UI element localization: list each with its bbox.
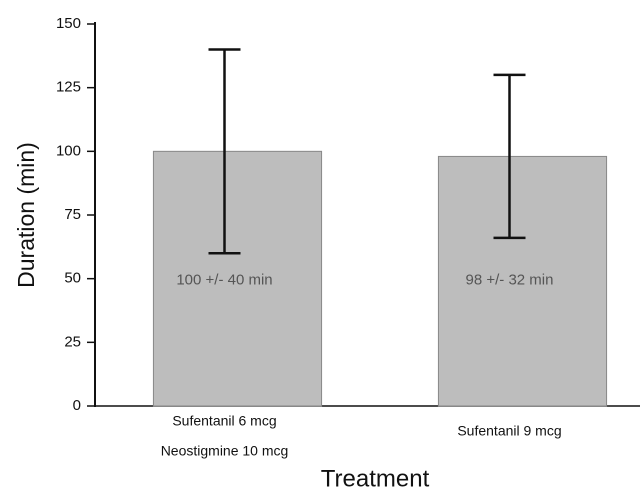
y-tick-label: 150 <box>56 15 81 32</box>
y-axis-label: Duration (min) <box>13 142 39 288</box>
x-tick-label: Neostigmine 10 mcg <box>161 443 289 459</box>
x-tick-label: Sufentanil 9 mcg <box>457 423 561 439</box>
y-tick-label: 100 <box>56 142 81 159</box>
y-tick-label: 50 <box>64 270 81 287</box>
y-tick-label: 125 <box>56 79 81 96</box>
y-tick-label: 75 <box>64 206 81 223</box>
bar <box>437 155 608 407</box>
x-axis-label: Treatment <box>321 465 430 492</box>
bar <box>152 150 323 407</box>
y-tick-label: 0 <box>73 397 81 414</box>
x-tick-label: Sufentanil 6 mcg <box>172 413 276 429</box>
y-tick-label: 25 <box>64 333 81 350</box>
value-label: 100 +/- 40 min <box>176 272 272 289</box>
value-label: 98 +/- 32 min <box>466 272 554 289</box>
